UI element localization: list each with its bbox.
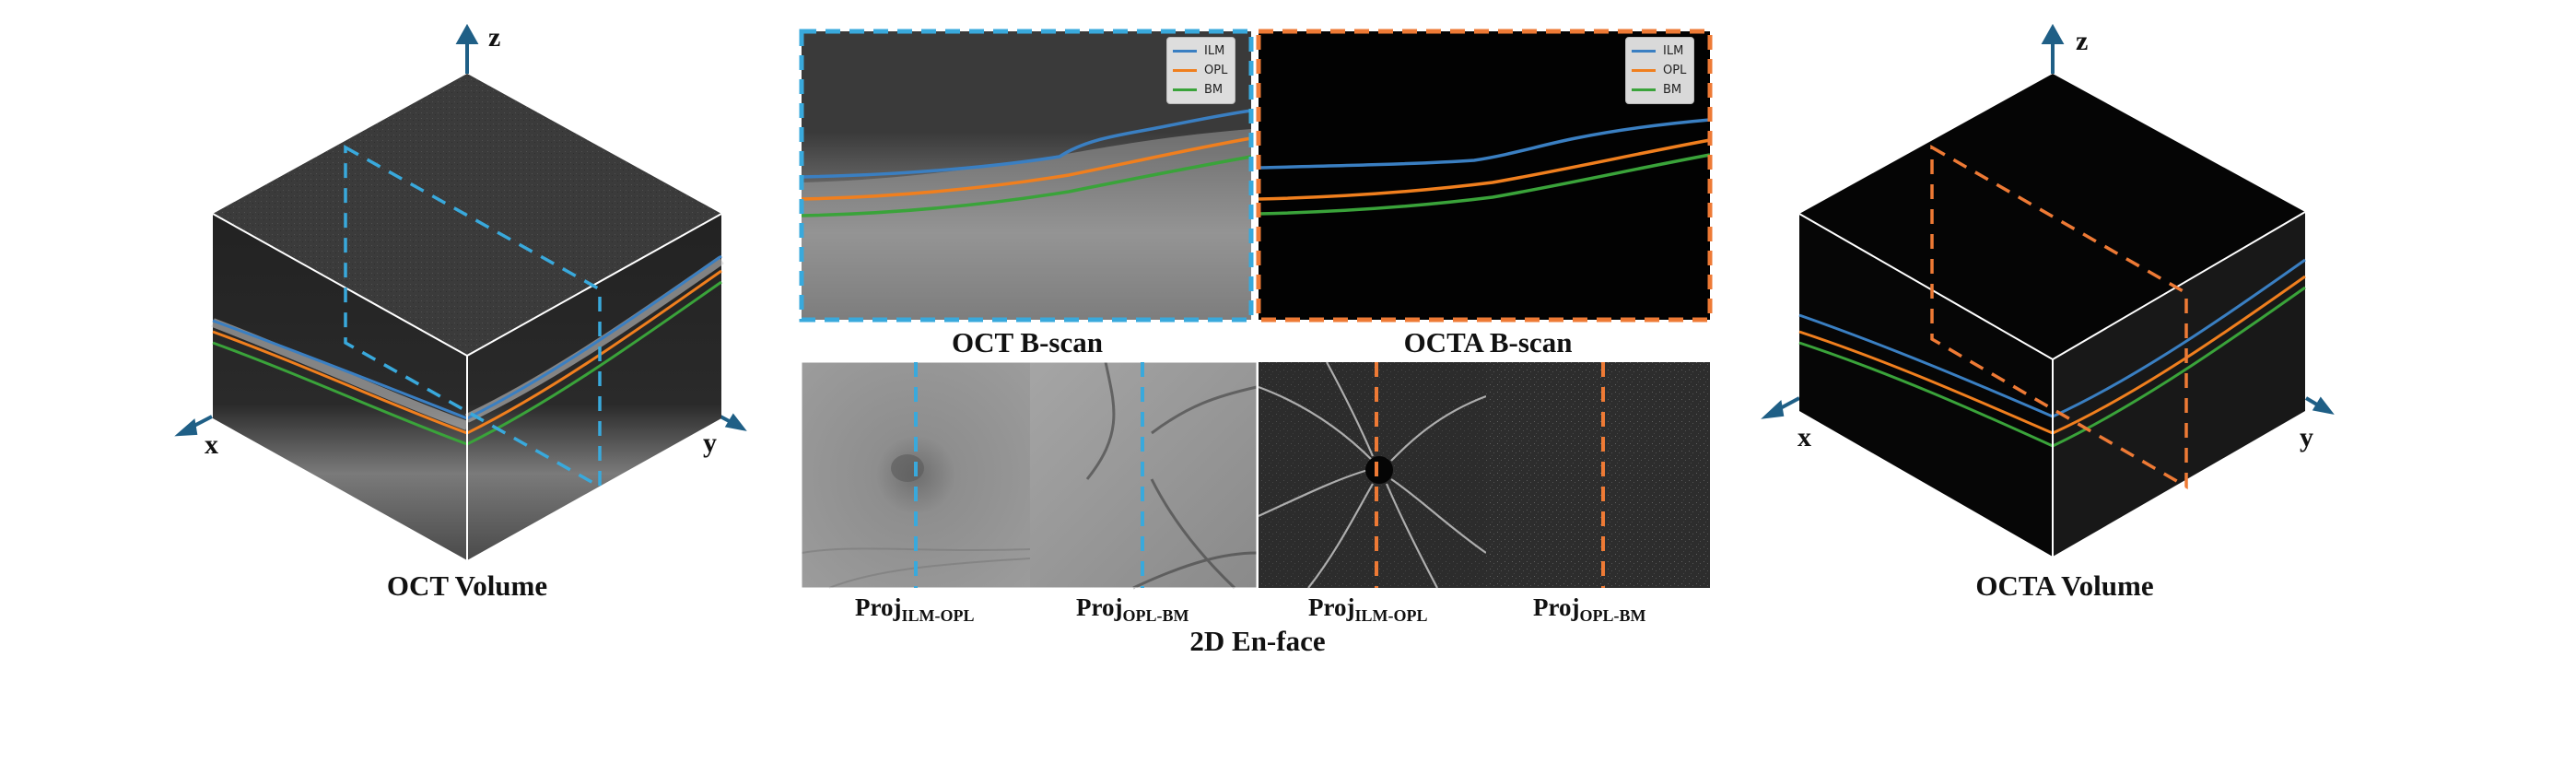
legend-item-opl: OPL [1173,61,1227,80]
octa-layer-lines [1798,258,2306,448]
legend-label: OPL [1663,64,1687,77]
legend-swatch [1632,50,1656,53]
octa-proj-opl-bm-label: ProjOPL-BM [1533,593,1646,625]
oct-proj-ilm-opl-label: ProjILM-OPL [855,593,975,625]
oct-axis-arrows [174,23,747,437]
legend-item-ilm: ILM [1632,41,1686,61]
octa-bscan-legend: ILM OPL BM [1625,37,1695,104]
legend-label: ILM [1663,44,1684,58]
oct-bscan-caption: OCT B-scan [952,326,1103,358]
legend-swatch [1173,69,1197,72]
octa-axis-arrows [1761,23,2335,419]
oct-proj-opl-bm-label: ProjOPL-BM [1076,593,1189,625]
octa-proj-ilm-opl-label: ProjILM-OPL [1308,593,1428,625]
oct-axis-z-label: z [488,22,501,53]
proj-sub: ILM-OPL [1354,606,1428,625]
legend-label: ILM [1204,44,1225,58]
oct-layer-lines [211,254,724,446]
octa-axis-y-label: y [2300,422,2313,452]
legend-item-opl: OPL [1632,61,1686,80]
oct-left-face [213,214,467,560]
octa-axis-x-label: x [1797,422,1811,452]
proj-sub: OPL-BM [1579,606,1646,625]
oct-bscan-legend: ILM OPL BM [1166,37,1236,104]
oct-bscan [799,29,1254,323]
legend-label: OPL [1204,64,1228,77]
oct-volume-caption: OCT Volume [386,569,548,602]
legend-item-ilm: ILM [1173,41,1227,61]
legend-item-bm: BM [1632,80,1686,100]
proj-base: Proj [1533,593,1580,621]
oct-axis-x-label: x [205,429,218,460]
octa-bscan-caption: OCTA B-scan [1403,326,1573,358]
legend-swatch [1173,50,1197,53]
legend-label: BM [1663,83,1682,97]
oct-axis-y-label: y [703,428,717,458]
octa-axis-z-label: z [2076,26,2089,56]
proj-sub: ILM-OPL [901,606,975,625]
legend-swatch [1632,69,1656,72]
proj-sub: OPL-BM [1122,606,1189,625]
octa-right-face [2053,212,2305,557]
octa-slice-plane [1930,144,2188,490]
proj-base: Proj [1076,593,1123,621]
octa-volume-caption: OCTA Volume [1975,569,2154,602]
legend-swatch [1173,88,1197,91]
enface-caption: 2D En-face [1189,625,1326,657]
proj-base: Proj [1308,593,1355,621]
octa-enface-ilm-opl [1258,361,1487,589]
legend-swatch [1632,88,1656,91]
octa-left-face [1799,214,2053,557]
legend-label: BM [1204,83,1224,97]
proj-base: Proj [855,593,902,621]
octa-enface-opl-bm [1486,362,1710,588]
legend-item-bm: BM [1173,80,1227,100]
